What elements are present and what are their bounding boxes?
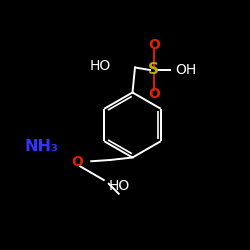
Text: HO: HO [109,179,130,193]
Text: S: S [148,62,159,78]
Text: OH: OH [175,63,196,77]
Text: NH₃: NH₃ [25,139,59,154]
Text: O: O [72,156,84,170]
Text: O: O [148,38,160,52]
Text: HO: HO [90,59,111,73]
Text: O: O [148,87,160,101]
